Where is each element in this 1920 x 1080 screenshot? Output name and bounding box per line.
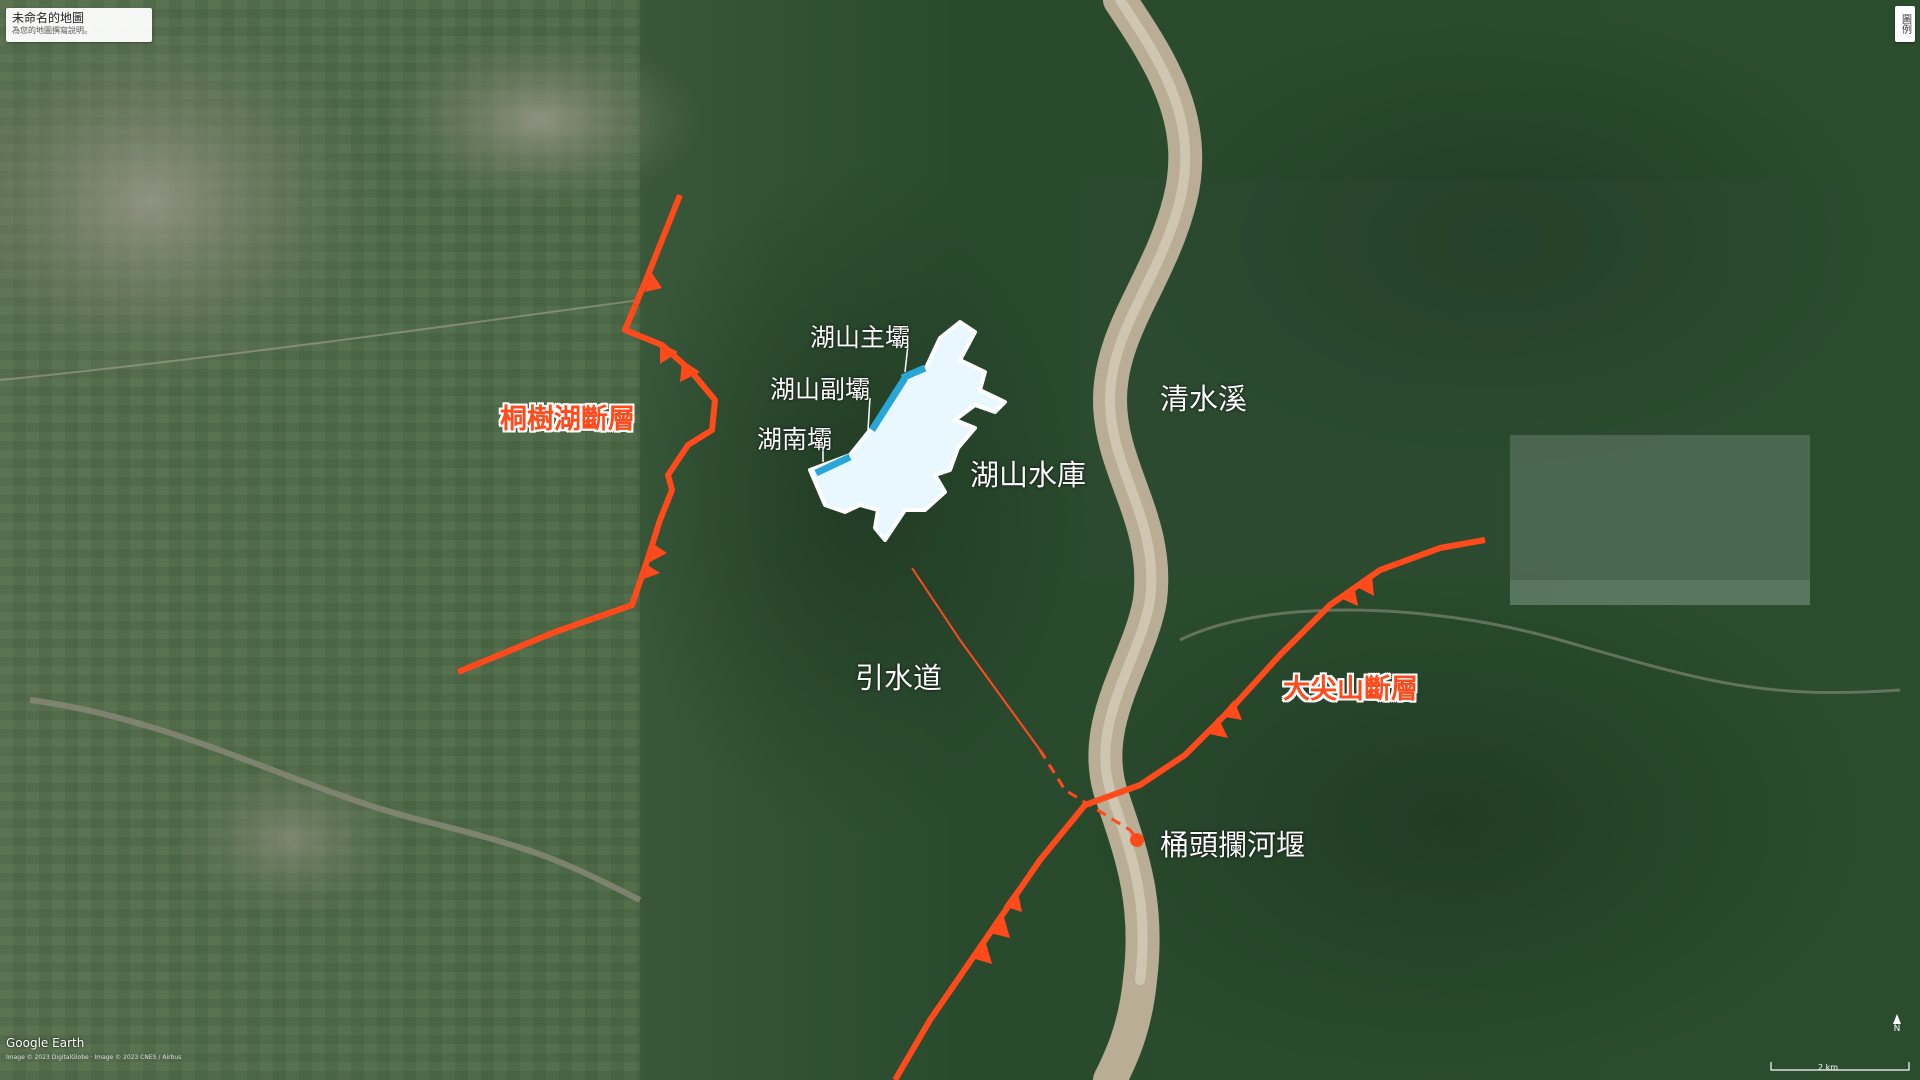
- diversion-channel-label: 引水道: [855, 661, 943, 695]
- road-west: [0, 299, 641, 381]
- stream-west: [29, 697, 642, 903]
- map-title: 未命名的地圖: [12, 11, 85, 25]
- urban-area-northwest: [0, 10, 380, 390]
- google-earth-logo: Google Earth: [6, 1036, 85, 1050]
- north-label: N: [1893, 1024, 1901, 1034]
- qingshui-river-channel: [1100, 0, 1191, 985]
- imagery-credit: Image © 2023 DigitalGlobe · Image © 2023…: [6, 1054, 182, 1061]
- hushan-aux-dam-label: 湖山副壩: [770, 375, 871, 404]
- fault-tooth: [1205, 717, 1228, 738]
- legend-button[interactable]: 圖例: [1895, 6, 1915, 42]
- fault-tooth: [645, 270, 662, 292]
- scale-label: 2 km: [1818, 1063, 1839, 1072]
- fault-tooth: [660, 343, 678, 364]
- map-title-box[interactable]: 未命名的地圖 為您的地圖撰寫說明。: [6, 8, 152, 42]
- hunan-dam-label: 湖南壩: [757, 425, 833, 454]
- mountain-ridge-2: [1120, 10, 1880, 470]
- diversion-channel-dashed: [1038, 749, 1142, 843]
- tongtou-weir-label: 桶頭攔河堰: [1160, 828, 1306, 862]
- hushan-aux-dam: [869, 376, 908, 432]
- fault-tooth: [1220, 700, 1242, 720]
- qingshui-river-label: 清水溪: [1160, 382, 1248, 416]
- fault-tooth: [990, 914, 1010, 938]
- stream-east: [1179, 608, 1901, 695]
- diversion-channel: [911, 567, 1041, 751]
- hushan-main-dam-label: 湖山主壩: [810, 323, 911, 352]
- tongshuhu-fault-label: 桐樹湖斷層: [500, 404, 635, 435]
- fault-tooth: [680, 360, 700, 382]
- mountain-ridge-3: [1030, 560, 1870, 1080]
- urban-area-industrial: [380, 30, 700, 210]
- hushan-aux-dam-leader: [867, 397, 871, 431]
- hushan-reservoir[interactable]: [808, 320, 1007, 542]
- fault-tooth: [1357, 575, 1374, 596]
- fault-tooth: [1004, 888, 1022, 912]
- hushan-main-dam-leader: [904, 344, 909, 373]
- dajianshan-fault-label: 大尖山斷層: [1283, 674, 1418, 705]
- hushan-reservoir-label: 湖山水庫: [970, 458, 1087, 492]
- imagery-tile-dark: [1080, 180, 1840, 580]
- hushan-main-dam: [900, 364, 927, 382]
- fault-tooth: [650, 543, 667, 562]
- tongshuhu-fault[interactable]: [456, 193, 718, 675]
- scale-bar: [1770, 1062, 1910, 1071]
- fault-tooth: [1340, 585, 1358, 606]
- fault-tooth: [972, 940, 992, 964]
- fault-tooth: [641, 563, 660, 580]
- north-arrow-icon: N: [1891, 1014, 1903, 1044]
- hunan-dam: [814, 453, 852, 477]
- tongtou-weir-marker[interactable]: [1130, 833, 1144, 847]
- imagery-tile-pale: [1510, 435, 1810, 605]
- urban-area-southwest: [170, 760, 410, 920]
- map-subtitle: 為您的地圖撰寫說明。: [12, 26, 92, 35]
